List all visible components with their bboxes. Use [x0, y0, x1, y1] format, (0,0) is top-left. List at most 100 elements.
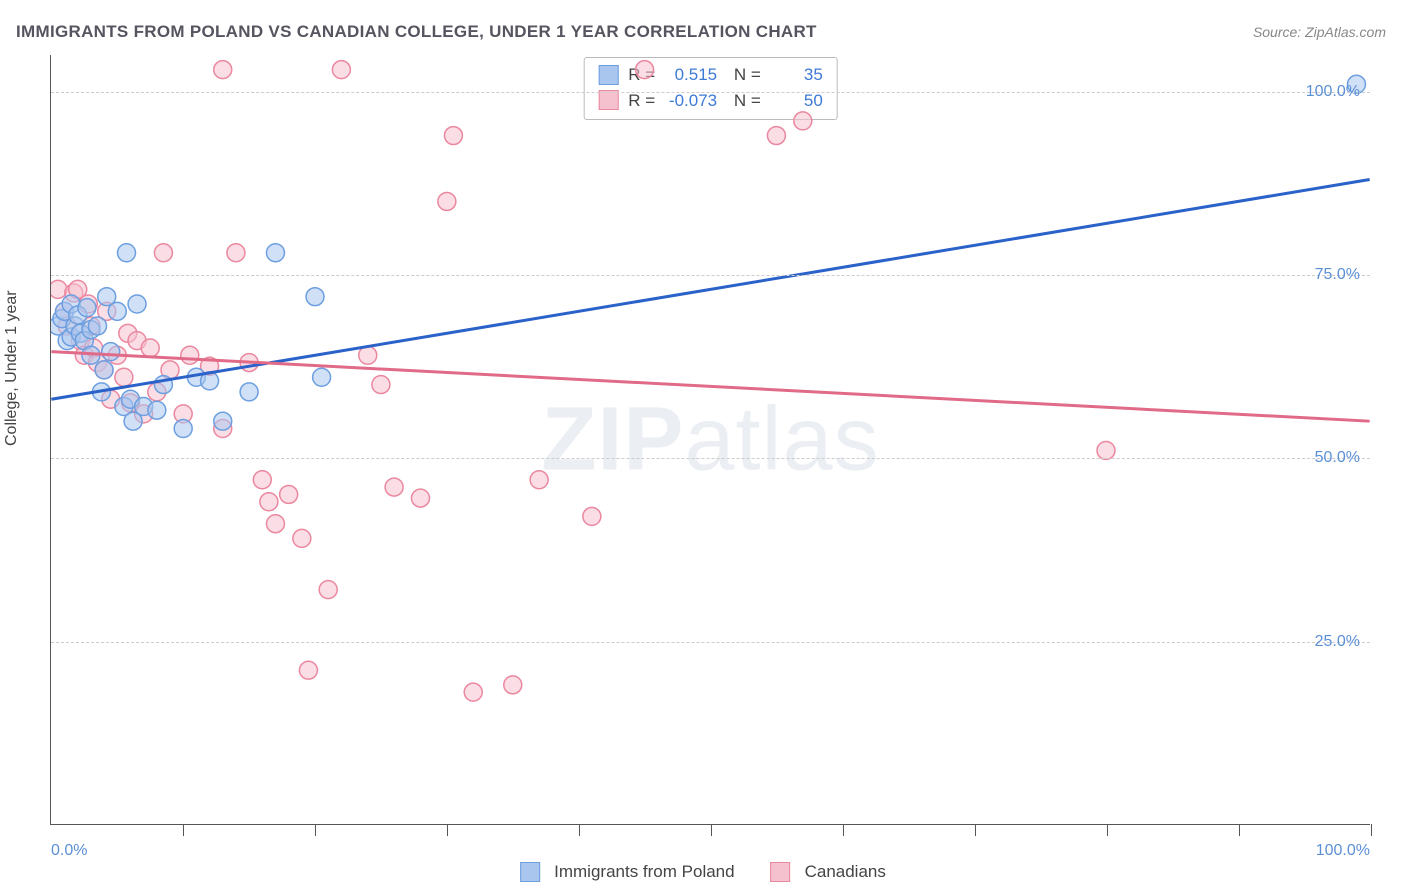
scatter-point-canadians: [98, 302, 116, 320]
scatter-point-poland: [89, 317, 107, 335]
scatter-point-canadians: [119, 324, 137, 342]
scatter-point-canadians: [464, 683, 482, 701]
x-tick: [1107, 824, 1108, 836]
scatter-point-canadians: [71, 332, 89, 350]
watermark-rest: atlas: [684, 389, 879, 489]
scatter-point-canadians: [299, 661, 317, 679]
gridline: [51, 275, 1370, 276]
scatter-point-canadians: [51, 280, 67, 298]
scatter-point-poland: [62, 328, 80, 346]
scatter-point-canadians: [75, 346, 93, 364]
scatter-point-poland: [51, 317, 67, 335]
scatter-point-canadians: [135, 405, 153, 423]
x-tick: [1239, 824, 1240, 836]
legend-swatch-poland: [520, 862, 540, 882]
scatter-point-canadians: [438, 192, 456, 210]
watermark-bold: ZIP: [541, 389, 684, 489]
legend-label-canadians: Canadians: [805, 862, 886, 882]
scatter-point-canadians: [154, 244, 172, 262]
scatter-point-canadians: [293, 529, 311, 547]
scatter-point-canadians: [121, 394, 139, 412]
scatter-point-poland: [214, 412, 232, 430]
swatch-canadians: [598, 90, 618, 110]
scatter-point-poland: [75, 332, 93, 350]
chart-title: IMMIGRANTS FROM POLAND VS CANADIAN COLLE…: [16, 22, 817, 42]
scatter-point-poland: [174, 420, 192, 438]
legend-swatch-canadians: [771, 862, 791, 882]
x-tick: [843, 824, 844, 836]
scatter-point-poland: [124, 412, 142, 430]
scatter-point-poland: [121, 390, 139, 408]
scatter-point-canadians: [240, 354, 258, 372]
scatter-point-canadians: [444, 127, 462, 145]
gridline: [51, 458, 1370, 459]
scatter-point-canadians: [319, 581, 337, 599]
x-tick: [447, 824, 448, 836]
scatter-point-canadians: [89, 354, 107, 372]
scatter-point-canadians: [201, 357, 219, 375]
scatter-point-canadians: [128, 332, 146, 350]
scatter-point-poland: [306, 288, 324, 306]
legend-item-canadians: Canadians: [771, 862, 886, 882]
scatter-point-poland: [69, 306, 87, 324]
regression-line-poland: [51, 180, 1369, 400]
y-tick-label: 100.0%: [1306, 83, 1360, 101]
y-tick-label: 50.0%: [1315, 449, 1360, 467]
scatter-point-poland: [187, 368, 205, 386]
scatter-point-canadians: [411, 489, 429, 507]
scatter-point-canadians: [504, 676, 522, 694]
scatter-point-poland: [108, 302, 126, 320]
scatter-point-poland: [66, 317, 84, 335]
scatter-point-poland: [71, 324, 89, 342]
scatter-point-canadians: [56, 302, 74, 320]
scatter-point-canadians: [583, 507, 601, 525]
x-tick: [183, 824, 184, 836]
scatter-point-poland: [53, 310, 71, 328]
stats-legend: R = 0.515 N = 35 R = -0.073 N = 50: [583, 57, 838, 120]
scatter-point-canadians: [102, 390, 120, 408]
scatter-point-canadians: [385, 478, 403, 496]
regression-line-canadians: [51, 352, 1369, 422]
y-axis-label: College, Under 1 year: [3, 290, 21, 446]
bottom-legend: Immigrants from Poland Canadians: [520, 862, 886, 882]
x-tick: [315, 824, 316, 836]
scatter-point-poland: [118, 244, 136, 262]
scatter-point-poland: [82, 321, 100, 339]
scatter-point-poland: [240, 383, 258, 401]
swatch-poland: [598, 65, 618, 85]
x-tick: [1371, 824, 1372, 836]
gridline: [51, 92, 1370, 93]
watermark: ZIPatlas: [541, 388, 879, 491]
scatter-point-poland: [58, 332, 76, 350]
scatter-point-canadians: [260, 493, 278, 511]
scatter-point-canadians: [82, 317, 100, 335]
scatter-point-canadians: [767, 127, 785, 145]
x-tick: [579, 824, 580, 836]
chart-svg: [51, 55, 1370, 824]
scatter-point-poland: [82, 346, 100, 364]
scatter-point-canadians: [174, 405, 192, 423]
scatter-point-canadians: [266, 515, 284, 533]
scatter-point-poland: [135, 398, 153, 416]
scatter-point-canadians: [227, 244, 245, 262]
scatter-point-poland: [56, 302, 74, 320]
stat-r-label: R =: [628, 62, 655, 88]
x-min-label: 0.0%: [51, 842, 87, 860]
scatter-point-canadians: [372, 376, 390, 394]
gridline: [51, 642, 1370, 643]
scatter-point-poland: [62, 295, 80, 313]
scatter-point-poland: [313, 368, 331, 386]
scatter-point-canadians: [115, 368, 133, 386]
x-tick: [975, 824, 976, 836]
scatter-point-canadians: [95, 361, 113, 379]
scatter-point-canadians: [214, 61, 232, 79]
scatter-point-canadians: [148, 383, 166, 401]
scatter-point-canadians: [332, 61, 350, 79]
scatter-point-canadians: [530, 471, 548, 489]
stat-r-poland: 0.515: [661, 62, 717, 88]
scatter-point-canadians: [85, 339, 103, 357]
x-max-label: 100.0%: [1316, 842, 1370, 860]
scatter-point-poland: [266, 244, 284, 262]
scatter-point-canadians: [65, 284, 83, 302]
stat-n-label: N =: [734, 62, 761, 88]
